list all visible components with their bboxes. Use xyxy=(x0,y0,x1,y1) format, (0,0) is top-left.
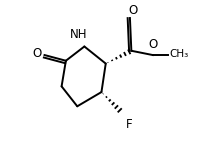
Text: CH₃: CH₃ xyxy=(170,49,189,59)
Text: F: F xyxy=(126,118,132,131)
Text: O: O xyxy=(148,38,157,51)
Text: O: O xyxy=(129,4,138,17)
Text: NH: NH xyxy=(70,28,87,41)
Text: O: O xyxy=(32,47,42,60)
